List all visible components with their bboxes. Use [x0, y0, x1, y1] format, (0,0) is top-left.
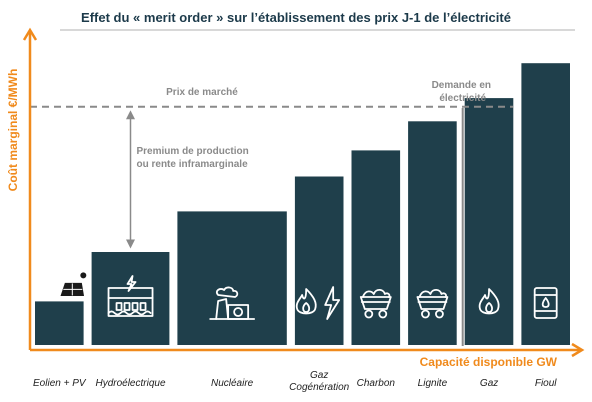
category-label-line: Hydroélectrique	[95, 378, 165, 389]
demand-label-line-2: électricité	[439, 93, 486, 104]
bars-group	[35, 63, 570, 345]
flame-lightning-icon	[295, 286, 341, 320]
category-label-line: Charbon	[357, 378, 396, 389]
market-price-label: Prix de marché	[166, 87, 238, 98]
flame-icon	[478, 288, 500, 315]
bar-3	[294, 176, 344, 345]
bar-4	[351, 150, 401, 345]
category-label-line: Fioul	[535, 378, 557, 389]
demand-label: Demande en électricité	[432, 80, 494, 104]
coal-cart-icon	[359, 288, 392, 319]
dam-icon	[107, 275, 154, 317]
bar-7	[521, 63, 570, 345]
y-axis-label: Coût marginal €/MWh	[6, 69, 20, 192]
x-axis-label: Capacité disponible GW	[420, 355, 558, 369]
chart-title: Effet du « merit order » sur l’établisse…	[81, 10, 511, 25]
premium-label-line-1: Premium de production	[137, 146, 249, 157]
premium-label: Premium de production ou rente inframarg…	[137, 146, 252, 170]
category-label-1: Hydroélectrique	[95, 378, 165, 389]
category-label-line: Eolien + PV	[33, 378, 87, 389]
category-label-6: Gaz	[480, 378, 498, 389]
bar-0	[35, 301, 84, 345]
wind-solar-icon	[33, 269, 87, 301]
x-axis-arrow	[571, 342, 585, 358]
bar-6	[464, 98, 514, 345]
category-label-0: Eolien + PV	[33, 378, 87, 389]
category-label-line: Lignite	[418, 378, 448, 389]
y-axis-arrow	[22, 27, 38, 41]
category-label-7: Fioul	[535, 378, 557, 389]
category-label-4: Charbon	[357, 378, 396, 389]
category-label-line: Nucléaire	[211, 378, 254, 389]
category-label-3: Gaz Cogénération	[289, 370, 349, 393]
category-label-5: Lignite	[418, 378, 448, 389]
bar-5	[408, 121, 457, 345]
category-label-line: Cogénération	[289, 382, 349, 393]
category-label-line: Gaz	[310, 370, 328, 381]
nuclear-plant-icon	[209, 286, 256, 320]
coal-cart-icon	[416, 288, 449, 319]
icons-group	[33, 269, 558, 320]
bar-2	[177, 211, 287, 345]
category-label-line: Gaz	[480, 378, 498, 389]
demand-label-line-1: Demande en	[432, 80, 491, 91]
premium-label-line-2: ou rente inframarginale	[137, 159, 249, 170]
category-label-2: Nucléaire	[211, 378, 254, 389]
oil-barrel-icon	[533, 287, 558, 319]
